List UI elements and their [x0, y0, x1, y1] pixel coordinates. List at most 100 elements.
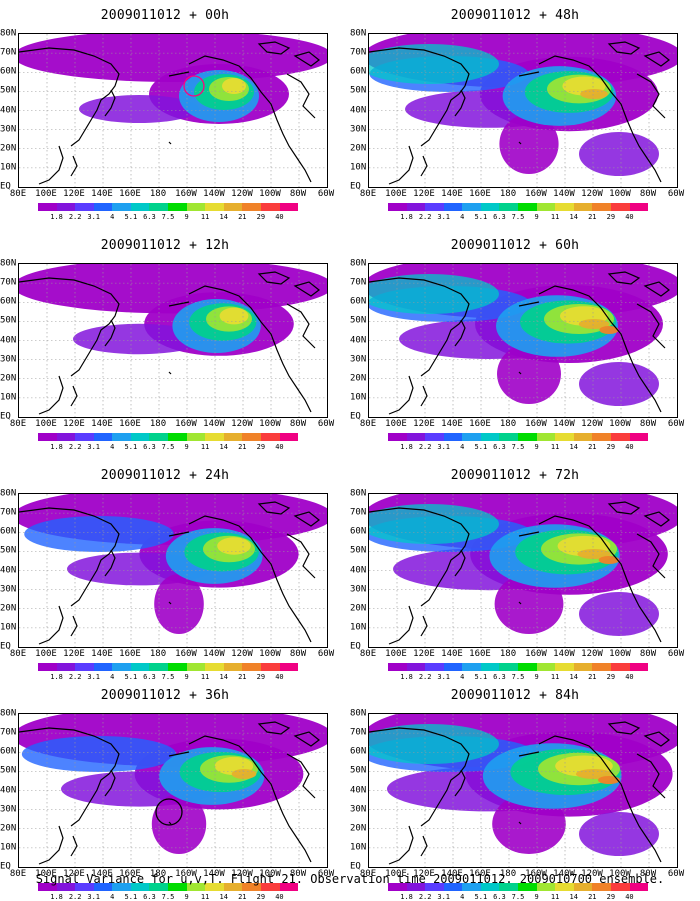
longitude-label: 120W — [231, 649, 253, 659]
colorbar-swatch — [610, 433, 630, 441]
colorbar-swatch — [462, 203, 481, 211]
colorbar-swatch — [75, 433, 94, 441]
colorbar-label: 1.8 — [50, 893, 63, 901]
colorbar-swatch — [518, 433, 537, 441]
latitude-label: EQ — [0, 641, 11, 652]
longitude-label: 60W — [317, 419, 335, 429]
colorbar-label: 29 — [606, 443, 616, 451]
longitude-label: 80W — [289, 869, 307, 879]
colorbar-label: 9 — [534, 673, 539, 681]
colorbar-label: 4 — [110, 673, 115, 681]
colorbar-swatch — [443, 883, 463, 891]
colorbar-label: 14 — [219, 213, 228, 221]
colorbar-swatch — [186, 883, 206, 891]
colorbar-label: 21 — [588, 213, 597, 221]
colorbar-swatch — [205, 883, 224, 891]
latitude-label: 30N — [0, 584, 17, 595]
colorbar-swatch — [130, 203, 150, 211]
panel-title: 2009011012 + 72h — [450, 468, 580, 483]
longitude-label: 60W — [667, 649, 685, 659]
latitude-label: 40N — [350, 105, 367, 115]
latitude-label: 10N — [350, 842, 367, 853]
latitude-label: 70N — [350, 507, 367, 518]
colorbar-swatch — [168, 203, 187, 211]
colorbar-swatch — [38, 663, 57, 671]
latitude-label: 30N — [350, 124, 367, 135]
longitude-label: 120E — [63, 869, 85, 879]
colorbar-swatch — [168, 433, 187, 441]
colorbar-label: 5.1 — [474, 443, 488, 451]
colorbar-label: 11 — [200, 443, 210, 451]
longitude-label: 100E — [35, 189, 57, 199]
colorbar-label: 14 — [569, 673, 578, 681]
longitude-label: 100E — [385, 419, 407, 429]
colorbar-label: 11 — [200, 213, 210, 221]
longitude-label: 160E — [469, 649, 491, 659]
colorbar-swatch — [75, 203, 94, 211]
longitude-label: 80W — [289, 419, 307, 429]
colorbar-swatch — [499, 433, 519, 441]
colorbar-swatch — [38, 433, 57, 441]
colorbar-label: 6.3 — [493, 443, 506, 451]
longitude-label: 140W — [553, 189, 575, 199]
colorbar-swatch — [536, 433, 556, 441]
colorbar-swatch — [56, 663, 76, 671]
colorbar-swatch — [75, 663, 94, 671]
colorbar-label: 7.5 — [161, 213, 175, 221]
longitude-label: 60W — [317, 869, 335, 879]
colorbar-swatch — [223, 203, 243, 211]
colorbar-swatch — [629, 883, 649, 891]
colorbar-swatch — [38, 203, 57, 211]
colorbar-swatch — [186, 663, 206, 671]
colorbar-label: 29 — [606, 893, 616, 901]
latitude-label: 50N — [350, 545, 367, 556]
latitude-label: 50N — [0, 765, 17, 776]
latitude-label: 10N — [350, 622, 367, 633]
panel-title: 2009011012 + 60h — [450, 238, 580, 253]
colorbar-swatch — [406, 433, 426, 441]
latitude-label: 20N — [0, 823, 17, 834]
panel-title: 2009011012 + 36h — [100, 688, 230, 703]
map-panel: 2009011012 + 84h 80N 70N 60N 50N 40N 30N 20N 10N… — [350, 688, 684, 901]
colorbar-label: 14 — [569, 443, 578, 451]
latitude-label: 70N — [0, 727, 17, 738]
colorbar-label: 2.2 — [418, 213, 432, 221]
colorbar-label: 11 — [550, 673, 560, 681]
colorbar-label: 2.2 — [68, 673, 82, 681]
colorbar-label: 40 — [625, 893, 634, 901]
longitude-label: 140W — [203, 189, 225, 199]
latitude-label: 10N — [0, 162, 17, 173]
longitude-label: 100W — [609, 869, 631, 879]
latitude-label: 70N — [0, 47, 17, 58]
colorbar-swatch — [223, 663, 243, 671]
colorbar-swatch — [406, 663, 426, 671]
colorbar-swatch — [592, 883, 611, 891]
longitude-label: 100E — [35, 419, 57, 429]
colorbar-label: 40 — [625, 673, 634, 681]
colorbar-label: 6.3 — [493, 213, 506, 221]
latitude-label: 40N — [0, 565, 17, 575]
longitude-label: 60W — [667, 869, 685, 879]
latitude-label: 20N — [350, 143, 367, 154]
colorbar — [38, 663, 299, 671]
colorbar-swatch — [536, 663, 556, 671]
latitude-label: 80N — [350, 28, 367, 39]
colorbar-label: 11 — [550, 213, 560, 221]
latitude-label: EQ — [350, 641, 361, 652]
panel-title: 2009011012 + 12h — [100, 238, 230, 253]
colorbar-label: 2.2 — [68, 893, 82, 901]
latitude-label: 30N — [0, 804, 17, 815]
colorbar-label: 29 — [256, 673, 266, 681]
colorbar-swatch — [629, 433, 649, 441]
longitude-label: 140E — [91, 869, 113, 879]
colorbar-label: 11 — [550, 893, 560, 901]
colorbar-label: 9 — [184, 893, 189, 901]
longitude-label: 140W — [203, 419, 225, 429]
colorbar-swatch — [223, 433, 243, 441]
latitude-label: 40N — [350, 785, 367, 795]
colorbar-swatch — [536, 203, 556, 211]
colorbar-label: 1.8 — [50, 443, 63, 451]
colorbar — [38, 433, 299, 441]
colorbar-label: 40 — [275, 443, 284, 451]
colorbar-swatch — [443, 663, 463, 671]
